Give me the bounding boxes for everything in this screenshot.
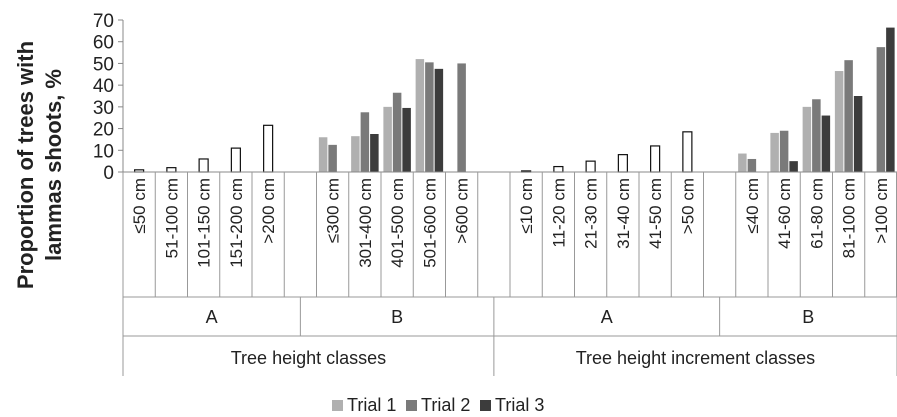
bar — [415, 59, 425, 173]
x-category-label: 101-150 cm — [195, 178, 214, 268]
bar — [392, 92, 402, 172]
x-category-label: 41-50 cm — [646, 178, 665, 249]
bar — [402, 107, 411, 172]
bar — [834, 71, 844, 172]
bar — [166, 167, 177, 173]
x-category-label: ≤50 cm — [130, 178, 149, 234]
legend-swatch — [406, 400, 417, 411]
bar — [682, 131, 693, 173]
x-group-label: B — [391, 307, 403, 327]
y-tick-label: 10 — [93, 141, 114, 162]
plot-bars — [134, 27, 895, 173]
x-group-label: B — [802, 307, 814, 327]
x-category-label: 81-100 cm — [840, 178, 859, 258]
x-axis: ≤50 cm 51-100 cm 101-150 cm 151-200 cm >200 … — [122, 171, 897, 376]
bar — [553, 165, 564, 173]
bar — [425, 62, 434, 172]
x-category-label: ≤10 cm — [517, 178, 536, 234]
bar — [370, 134, 379, 172]
legend: Trial 1 Trial 2 Trial 3 — [332, 395, 544, 415]
y-tick-label: 50 — [93, 54, 114, 75]
y-axis-label: Proportion of trees with lammas shoots, … — [13, 41, 66, 289]
x-category-label: >100 cm — [872, 178, 891, 244]
x-category-label: 401-500 cm — [388, 178, 407, 268]
bar — [360, 112, 370, 172]
y-tick-label: 70 — [93, 11, 114, 32]
bar — [457, 63, 466, 172]
y-tick-label: 0 — [103, 163, 114, 184]
y-tick-label: 40 — [93, 76, 114, 97]
bar — [802, 106, 812, 172]
x-group-label: A — [206, 307, 218, 327]
x-section-label: Tree height increment classes — [576, 348, 815, 368]
x-section-label: Tree height classes — [231, 348, 386, 368]
legend-label: Trial 2 — [421, 395, 470, 415]
bar — [434, 68, 444, 172]
bar — [198, 158, 209, 173]
x-category-label: 151-200 cm — [227, 178, 246, 268]
y-axis-label-line2: lammas shoots, % — [41, 69, 66, 261]
x-category-label: 11-20 cm — [549, 178, 568, 248]
bar — [263, 124, 274, 173]
x-category-label: >200 cm — [259, 178, 278, 244]
legend-swatch — [480, 400, 491, 411]
x-category-label: >600 cm — [453, 178, 472, 244]
bar — [230, 147, 241, 173]
y-tick-label: 30 — [93, 98, 114, 119]
y-tick-label: 20 — [93, 120, 114, 141]
bar — [876, 47, 886, 173]
bar — [747, 158, 757, 172]
bar — [328, 144, 337, 172]
x-category-label: 51-100 cm — [162, 178, 181, 258]
bar — [351, 136, 360, 172]
bar — [844, 60, 853, 172]
x-category-label: 301-400 cm — [356, 178, 375, 268]
x-category-label: 41-60 cm — [775, 178, 794, 249]
x-category-label: 21-30 cm — [582, 178, 601, 249]
x-category-label: >50 cm — [678, 178, 697, 234]
legend-label: Trial 3 — [495, 395, 544, 415]
bar — [383, 106, 392, 172]
bar — [821, 115, 831, 172]
bar — [770, 132, 779, 172]
x-category-label: 501-600 cm — [420, 178, 439, 268]
bar — [738, 153, 747, 172]
legend-label: Trial 1 — [347, 395, 396, 415]
bar — [779, 130, 789, 172]
bar — [585, 160, 596, 173]
bar — [617, 154, 628, 173]
x-category-label: 61-80 cm — [807, 178, 826, 249]
x-category-label: ≤300 cm — [324, 178, 343, 243]
bar — [318, 137, 328, 172]
bar — [886, 27, 895, 172]
y-tick-label: 60 — [93, 33, 114, 54]
x-category-label: ≤40 cm — [743, 178, 762, 234]
y-axis-label-line1: Proportion of trees with — [13, 41, 38, 289]
x-category-label: 31-40 cm — [614, 178, 633, 249]
bar — [853, 96, 863, 172]
bar — [789, 161, 798, 172]
bar — [650, 145, 661, 173]
legend-swatch — [332, 400, 343, 411]
bar — [812, 99, 821, 172]
x-group-label: A — [601, 307, 613, 327]
